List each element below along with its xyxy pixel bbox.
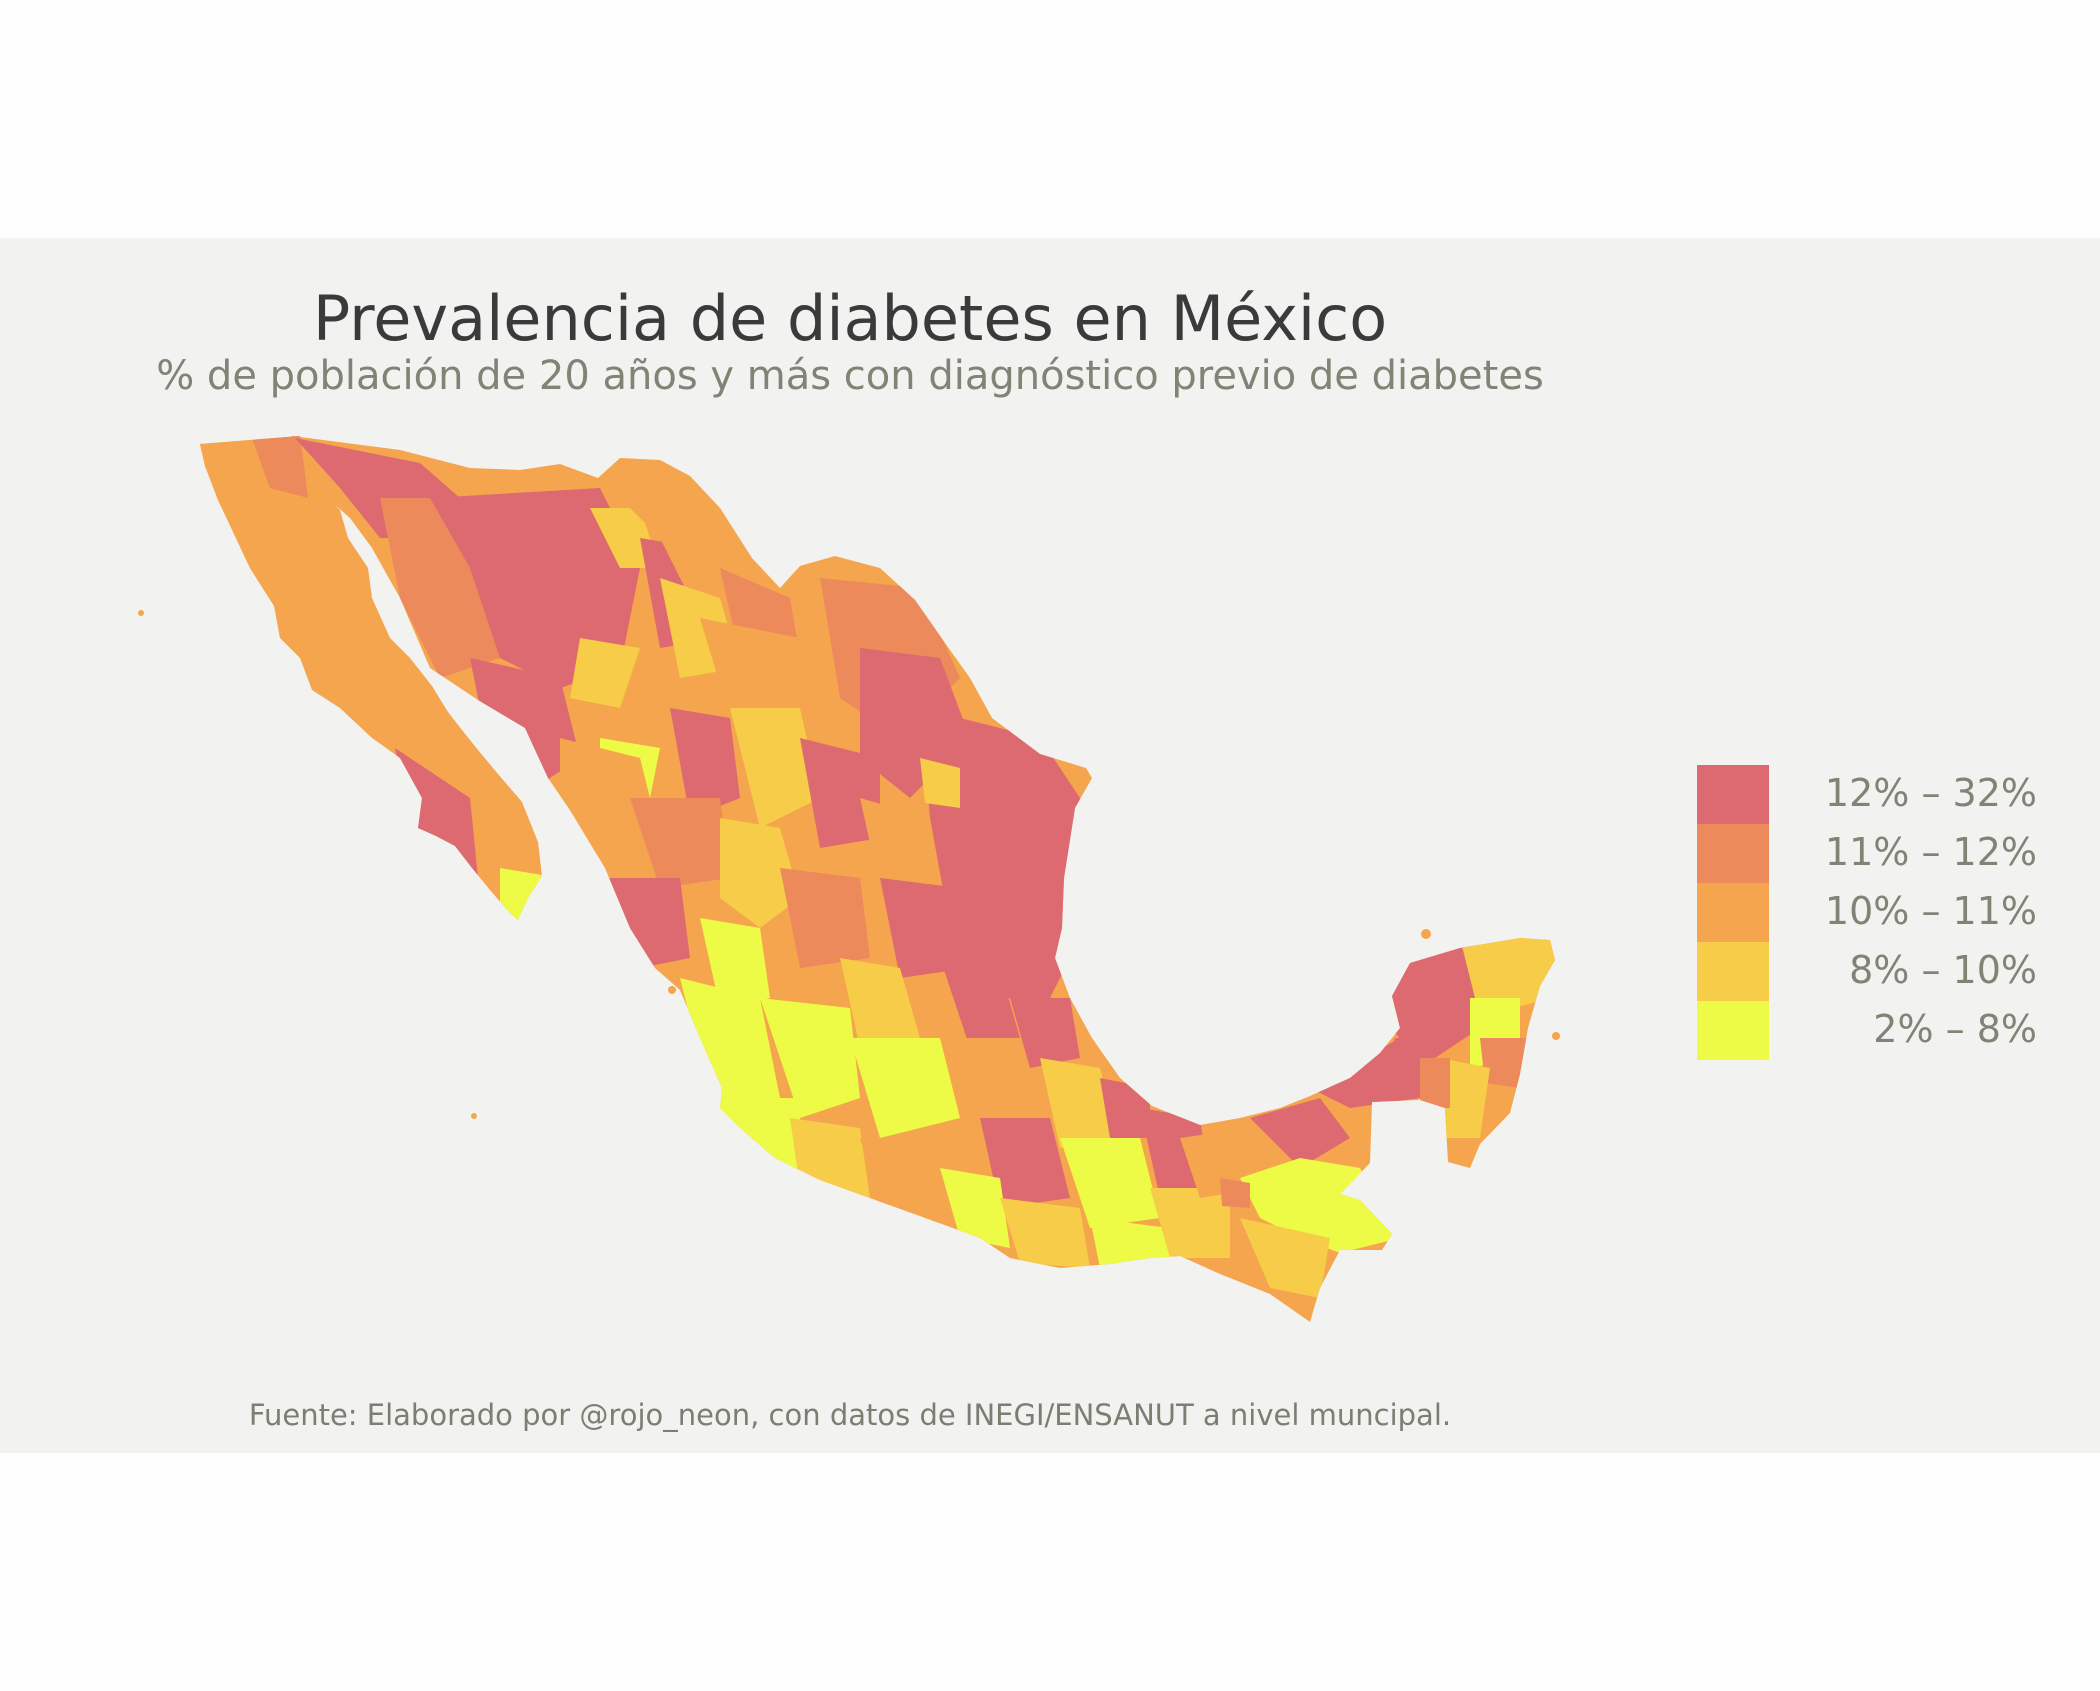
legend-label: 11% – 12% (1824, 830, 2037, 874)
legend-swatch (1697, 883, 1769, 942)
map-figure: Prevalencia de diabetes en México % de p… (0, 238, 2100, 1453)
legend-swatch (1697, 765, 1769, 824)
legend-swatch (1697, 824, 1769, 883)
legend-item: 10% – 11% (1697, 883, 2037, 942)
map-title: Prevalencia de diabetes en México (312, 282, 1388, 355)
mexico-choropleth-map (138, 436, 1560, 1322)
legend-swatch (1697, 1001, 1769, 1060)
legend-label: 10% – 11% (1824, 889, 2037, 933)
legend-swatch (1697, 942, 1769, 1001)
legend-label: 12% – 32% (1824, 771, 2037, 815)
legend-item: 12% – 32% (1697, 765, 2037, 824)
source-caption: Fuente: Elaborado por @rojo_neon, con da… (248, 1398, 1452, 1432)
legend-item: 2% – 8% (1697, 1001, 2037, 1060)
legend-label: 8% – 10% (1849, 948, 2037, 992)
legend-label: 2% – 8% (1873, 1007, 2037, 1051)
map-subtitle: % de población de 20 años y más con diag… (156, 353, 1544, 399)
legend-item: 8% – 10% (1697, 942, 2037, 1001)
legend-item: 11% – 12% (1697, 824, 2037, 883)
